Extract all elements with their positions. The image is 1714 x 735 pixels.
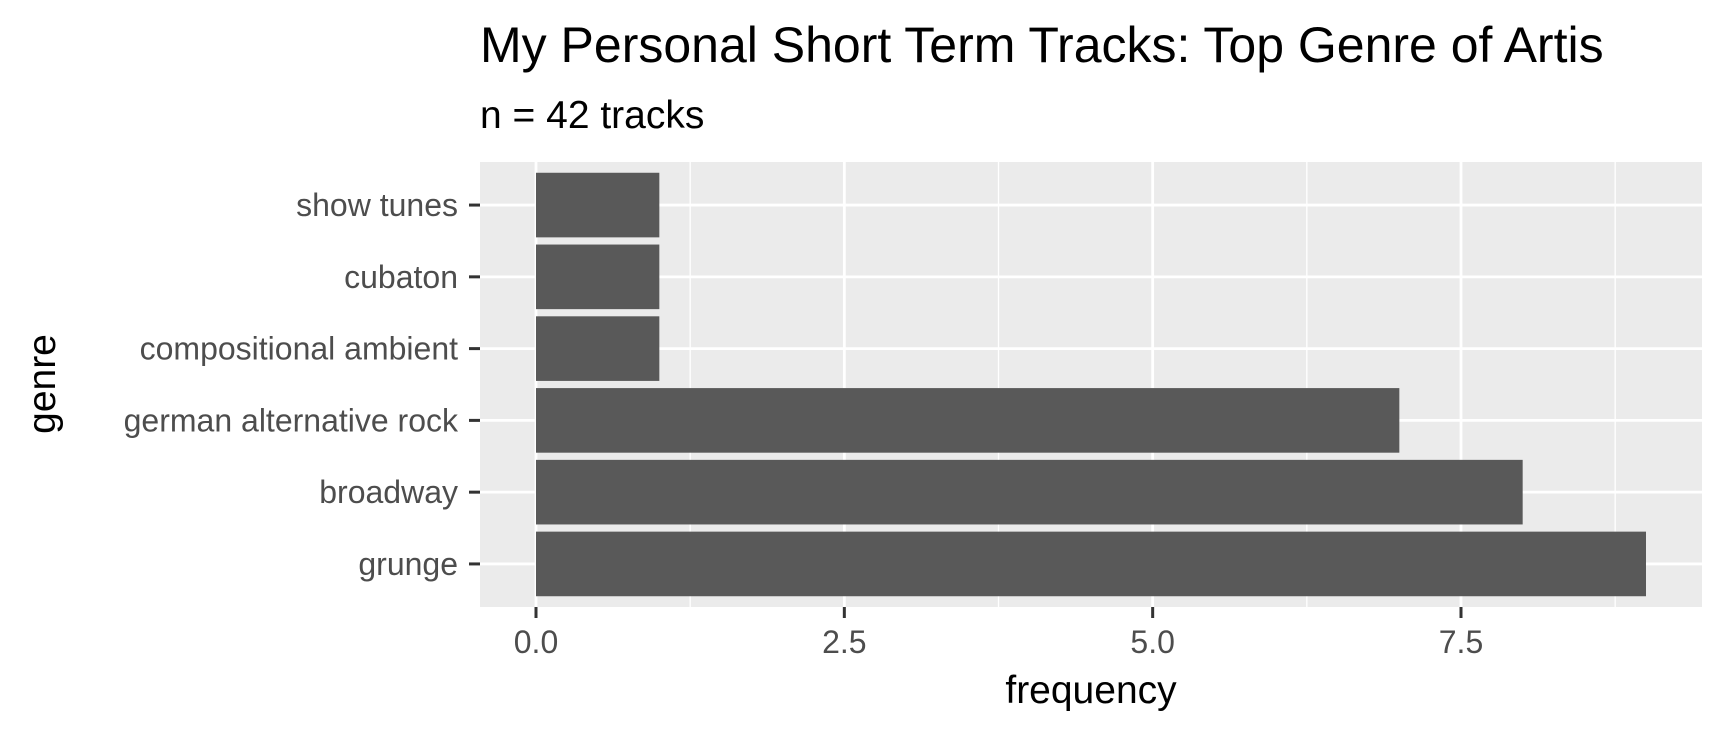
y-tick-label: german alternative rock	[124, 402, 459, 438]
x-tick-label: 2.5	[822, 624, 866, 660]
x-tick-label: 7.5	[1439, 624, 1483, 660]
y-axis-title: genre	[21, 334, 64, 434]
x-tick-label: 5.0	[1130, 624, 1174, 660]
bar-broadway	[536, 459, 1523, 525]
bar-cubaton	[536, 244, 660, 310]
y-axis: show tunes cubaton compositional ambient ge…	[124, 187, 480, 582]
bars	[536, 172, 1646, 597]
x-tick-label: 0.0	[514, 624, 558, 660]
bar-compositional-ambient	[536, 316, 660, 381]
chart-title: My Personal Short Term Tracks: Top Genre…	[480, 17, 1604, 73]
y-tick-label: compositional ambient	[140, 331, 459, 367]
bar-german-alternative-rock	[536, 388, 1400, 453]
y-tick-label: cubaton	[344, 259, 458, 295]
y-tick-label: grunge	[358, 546, 458, 582]
bar-grunge	[536, 531, 1646, 597]
y-tick-label: show tunes	[296, 187, 458, 223]
y-tick-label: broadway	[319, 474, 458, 510]
chart-subtitle: n = 42 tracks	[480, 94, 704, 137]
bar-show-tunes	[536, 172, 660, 238]
x-axis-title: frequency	[1005, 669, 1177, 712]
x-axis: 0.0 2.5 5.0 7.5	[514, 607, 1483, 660]
